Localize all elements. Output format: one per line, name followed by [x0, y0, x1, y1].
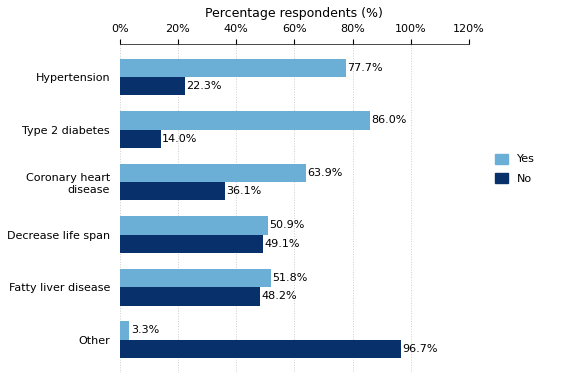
Text: 48.2%: 48.2% [261, 291, 297, 301]
Bar [120, 269, 270, 287]
Bar [120, 111, 370, 130]
Text: 51.8%: 51.8% [272, 273, 307, 283]
Bar [120, 216, 268, 234]
Legend: Yes, No: Yes, No [489, 148, 540, 190]
Bar [120, 59, 346, 77]
Bar [120, 287, 260, 306]
Text: 77.7%: 77.7% [348, 63, 383, 73]
Text: 96.7%: 96.7% [403, 344, 438, 354]
Bar [120, 130, 160, 148]
Bar [120, 77, 185, 95]
Text: 63.9%: 63.9% [307, 168, 342, 178]
Bar [120, 321, 129, 340]
Bar [120, 164, 306, 182]
Text: 86.0%: 86.0% [371, 115, 407, 125]
Text: 22.3%: 22.3% [186, 81, 222, 91]
Bar [120, 234, 263, 253]
Bar [120, 182, 225, 201]
Text: 50.9%: 50.9% [269, 220, 304, 230]
Text: 3.3%: 3.3% [131, 326, 159, 336]
Text: 49.1%: 49.1% [264, 239, 299, 249]
Bar [120, 340, 401, 358]
Text: 14.0%: 14.0% [162, 134, 197, 144]
X-axis label: Percentage respondents (%): Percentage respondents (%) [205, 7, 383, 20]
Text: 36.1%: 36.1% [226, 186, 261, 196]
